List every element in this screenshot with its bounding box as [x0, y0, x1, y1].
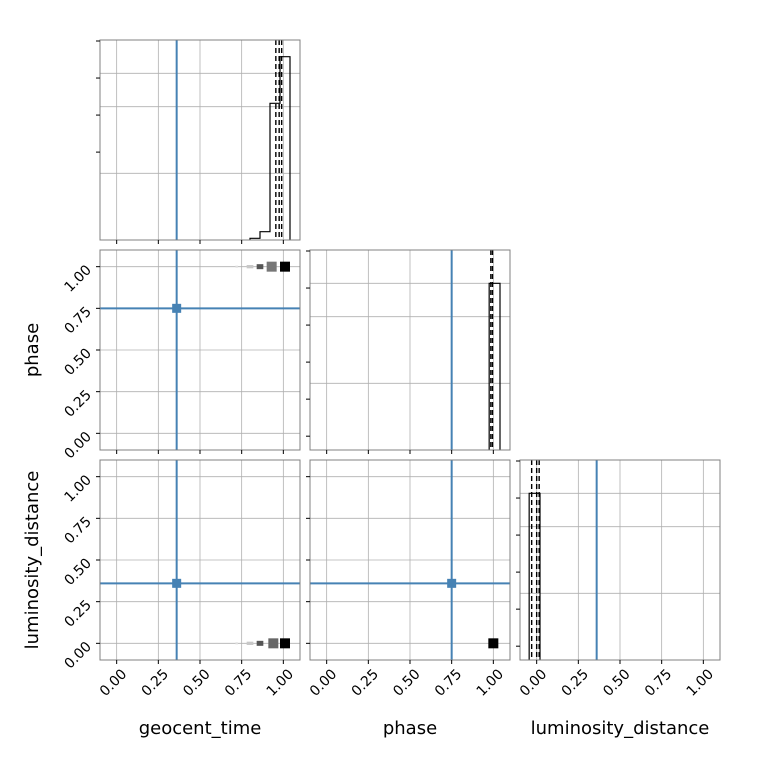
x-tick-label: 0.25 [349, 666, 382, 699]
density-cell [280, 261, 290, 272]
truth-marker [447, 578, 457, 588]
y-tick-label: 0.00 [61, 639, 94, 672]
histogram-phase [488, 282, 501, 450]
y-tick-label: 1.00 [61, 472, 94, 505]
x-tick-label: 0.50 [600, 666, 633, 699]
x-tick-label: 0.50 [180, 666, 213, 699]
x-tick-label: 0.75 [642, 666, 675, 699]
y-tick-label: 0.50 [61, 556, 94, 589]
y-tick-label: 0.25 [61, 387, 94, 420]
truth-marker [172, 578, 182, 588]
density-cell [488, 638, 499, 649]
truth-marker [172, 303, 182, 313]
density-cell [246, 265, 254, 269]
y-axis-label-luminosity_distance: luminosity_distance [22, 471, 43, 650]
density-cell [280, 638, 290, 649]
y-tick-label: 0.75 [61, 304, 94, 337]
x-tick-label: 0.25 [559, 666, 592, 699]
x-tick-label: 1.00 [264, 666, 297, 699]
density-cell [246, 641, 254, 645]
y-axis-label-phase: phase [22, 323, 43, 377]
x-tick-label: 0.25 [139, 666, 172, 699]
density-cell [256, 640, 264, 646]
density-cell [235, 642, 238, 645]
y-tick-label: 0.75 [61, 514, 94, 547]
x-tick-label: 1.00 [684, 666, 717, 699]
x-tick-label: 0.00 [517, 666, 550, 699]
density-cell [266, 261, 277, 272]
x-tick-label: 0.75 [222, 666, 255, 699]
histogram-luminosity_distance [528, 492, 541, 660]
x-axis-label-geocent_time: geocent_time [139, 718, 262, 739]
density-cell [235, 265, 238, 268]
x-tick-label: 0.75 [432, 666, 465, 699]
x-tick-label: 1.00 [474, 666, 507, 699]
histogram-geocent_time [249, 56, 291, 240]
y-tick-label: 0.00 [61, 429, 94, 462]
y-tick-label: 0.25 [61, 597, 94, 630]
y-tick-label: 0.50 [61, 346, 94, 379]
x-tick-label: 0.00 [307, 666, 340, 699]
x-tick-label: 0.50 [390, 666, 423, 699]
x-axis-label-luminosity_distance: luminosity_distance [531, 718, 710, 739]
x-tick-label: 0.00 [97, 666, 130, 699]
y-tick-label: 1.00 [61, 262, 94, 295]
density-cell [268, 638, 279, 649]
density-cell [256, 264, 264, 270]
x-axis-label-phase: phase [383, 718, 437, 739]
